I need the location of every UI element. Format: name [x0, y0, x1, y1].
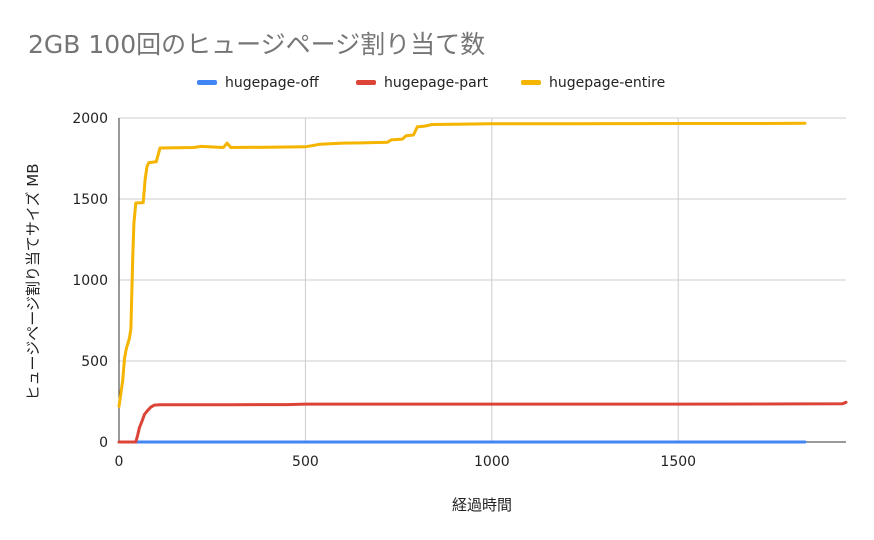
series-line-hugepage-entire: [117, 121, 807, 408]
y-axis-ticks: 0 500 1000 1500 2000: [72, 111, 108, 451]
legend-swatch: [356, 80, 376, 85]
legend-item-hugepage-part: hugepage-part: [356, 75, 488, 91]
x-tick-label: 1500: [660, 454, 696, 470]
legend-item-hugepage-off: hugepage-off: [197, 75, 319, 91]
legend-swatch: [521, 80, 541, 85]
chart-title: 2GB 100回のヒュージページ割り当て数: [28, 30, 485, 59]
legend-item-hugepage-entire: hugepage-entire: [521, 75, 665, 91]
x-axis-ticks: 0 500 1000 1500: [115, 454, 697, 470]
x-axis-title: 経過時間: [452, 496, 512, 514]
y-axis-title: ヒュージページ割り当てサイズ MB: [24, 164, 42, 401]
plot-lines: [117, 121, 848, 444]
x-tick-label: 1000: [474, 454, 510, 470]
y-tick-label: 1500: [72, 192, 108, 208]
y-tick-label: 2000: [72, 111, 108, 127]
legend-label: hugepage-part: [384, 75, 488, 91]
x-tick-label: 0: [115, 454, 124, 470]
y-tick-label: 500: [81, 354, 108, 370]
y-tick-label: 1000: [72, 273, 108, 289]
y-tick-label: 0: [99, 435, 108, 451]
legend-label: hugepage-off: [225, 75, 319, 91]
legend: hugepage-off hugepage-part hugepage-entire: [197, 75, 665, 91]
legend-label: hugepage-entire: [549, 75, 665, 91]
series-line-hugepage-part: [117, 400, 848, 444]
legend-swatch: [197, 80, 217, 85]
x-tick-label: 500: [292, 454, 319, 470]
